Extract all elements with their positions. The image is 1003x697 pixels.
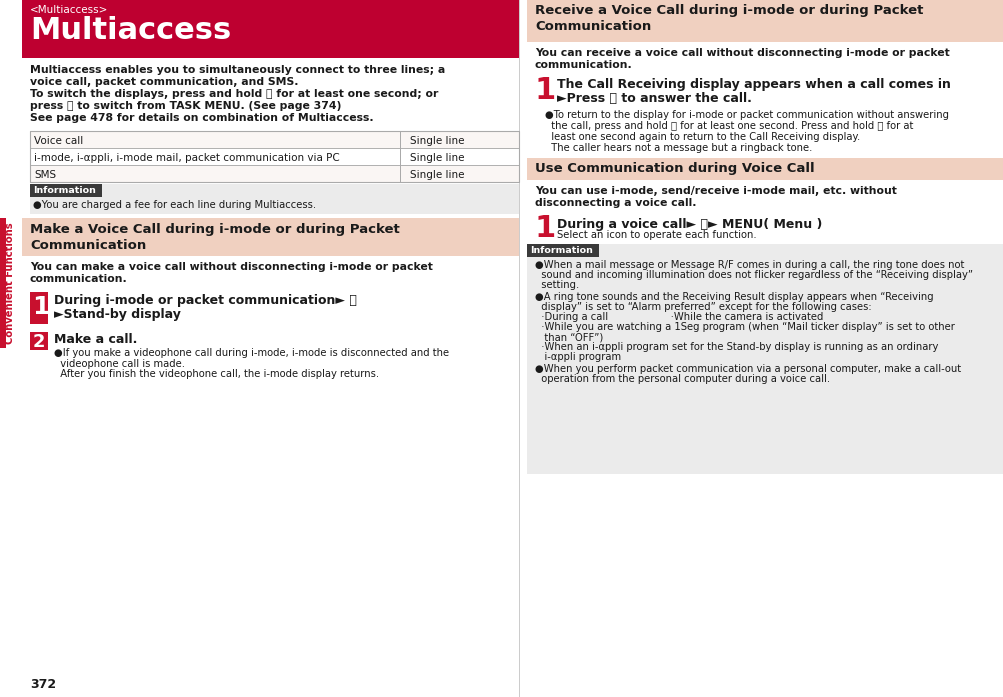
- Bar: [527, 244, 1003, 474]
- Text: least one second again to return to the Call Receiving display.: least one second again to return to the …: [545, 132, 860, 142]
- Text: During i-mode or packet communication► ⓧ: During i-mode or packet communication► ⓧ: [54, 294, 356, 307]
- Text: Select an icon to operate each function.: Select an icon to operate each function.: [557, 230, 756, 240]
- Text: Receive a Voice Call during i-mode or during Packet
Communication: Receive a Voice Call during i-mode or du…: [535, 4, 923, 33]
- Text: ●A ring tone sounds and the Receiving Result display appears when “Receiving: ●A ring tone sounds and the Receiving Re…: [535, 292, 933, 302]
- Text: ►Press ⓦ to answer the call.: ►Press ⓦ to answer the call.: [557, 92, 751, 105]
- Text: Single line: Single line: [409, 153, 464, 163]
- Bar: [527, 0, 1003, 42]
- Bar: [30, 131, 519, 182]
- Bar: [30, 184, 102, 197]
- Text: 1: 1: [535, 76, 556, 105]
- Text: To switch the displays, press and hold ⓧ for at least one second; or: To switch the displays, press and hold ⓧ…: [30, 89, 438, 99]
- Text: ►Stand-by display: ►Stand-by display: [54, 308, 181, 321]
- Text: press ⓧ to switch from TASK MENU. (See page 374): press ⓧ to switch from TASK MENU. (See p…: [30, 101, 341, 111]
- Text: 1: 1: [32, 295, 49, 319]
- Text: Convenient Functions: Convenient Functions: [5, 222, 15, 344]
- Text: You can use i-mode, send/receive i-mode mail, etc. without: You can use i-mode, send/receive i-mode …: [535, 186, 896, 196]
- Bar: [30, 131, 519, 148]
- Bar: [30, 148, 519, 165]
- Text: You can make a voice call without disconnecting i-mode or packet
communication.: You can make a voice call without discon…: [30, 262, 432, 284]
- Text: SMS: SMS: [34, 170, 56, 180]
- Text: <Multiaccess>: <Multiaccess>: [30, 5, 108, 15]
- Bar: [527, 244, 599, 257]
- Text: During a voice call► ⓧ► MENU( Menu ): During a voice call► ⓧ► MENU( Menu ): [557, 218, 821, 231]
- Text: 372: 372: [30, 678, 56, 691]
- Text: Use Communication during Voice Call: Use Communication during Voice Call: [535, 162, 813, 175]
- Text: Single line: Single line: [409, 170, 464, 180]
- Text: ●When a mail message or Message R/F comes in during a call, the ring tone does n: ●When a mail message or Message R/F come…: [535, 260, 964, 270]
- Text: ●If you make a videophone call during i-mode, i-mode is disconnected and the: ●If you make a videophone call during i-…: [54, 348, 448, 358]
- Bar: [30, 165, 519, 182]
- Text: voice call, packet communication, and SMS.: voice call, packet communication, and SM…: [30, 77, 298, 87]
- Text: The Call Receiving display appears when a call comes in: The Call Receiving display appears when …: [557, 78, 950, 91]
- Text: Multiaccess: Multiaccess: [30, 16, 231, 45]
- Text: i-mode, i-αppli, i-mode mail, packet communication via PC: i-mode, i-αppli, i-mode mail, packet com…: [34, 153, 339, 163]
- Bar: [22, 218, 519, 256]
- Text: Voice call: Voice call: [34, 136, 83, 146]
- Text: ·During a call                    ·While the camera is activated: ·During a call ·While the camera is acti…: [535, 312, 822, 322]
- Bar: [0, 218, 6, 348]
- Text: display” is set to “Alarm preferred” except for the following cases:: display” is set to “Alarm preferred” exc…: [535, 302, 871, 312]
- Text: the call, press and hold ⓧ for at least one second. Press and hold ⓧ for at: the call, press and hold ⓧ for at least …: [545, 121, 913, 131]
- Text: After you finish the videophone call, the i-mode display returns.: After you finish the videophone call, th…: [54, 369, 379, 379]
- Text: Make a Voice Call during i-mode or during Packet
Communication: Make a Voice Call during i-mode or durin…: [30, 223, 399, 252]
- Text: Make a call.: Make a call.: [54, 333, 137, 346]
- Text: i-αppli program: i-αppli program: [535, 352, 621, 362]
- Text: videophone call is made.: videophone call is made.: [54, 359, 185, 369]
- Text: You can receive a voice call without disconnecting i-mode or packet: You can receive a voice call without dis…: [535, 48, 949, 58]
- Bar: [30, 332, 48, 350]
- Text: See page 478 for details on combination of Multiaccess.: See page 478 for details on combination …: [30, 113, 373, 123]
- Text: Multiaccess enables you to simultaneously connect to three lines; a: Multiaccess enables you to simultaneousl…: [30, 65, 444, 75]
- Text: ●To return to the display for i-mode or packet communication without answering: ●To return to the display for i-mode or …: [545, 110, 948, 120]
- Text: ●When you perform packet communication via a personal computer, make a call-out: ●When you perform packet communication v…: [535, 364, 960, 374]
- Text: Information: Information: [530, 246, 593, 255]
- Bar: [30, 292, 48, 324]
- Text: The caller hears not a message but a ringback tone.: The caller hears not a message but a rin…: [545, 143, 811, 153]
- Text: disconnecting a voice call.: disconnecting a voice call.: [535, 198, 696, 208]
- Text: Information: Information: [33, 186, 95, 195]
- Text: ●You are charged a fee for each line during Multiaccess.: ●You are charged a fee for each line dur…: [33, 200, 316, 210]
- Text: ·When an i-αppli program set for the Stand-by display is running as an ordinary: ·When an i-αppli program set for the Sta…: [535, 342, 938, 352]
- Text: 1: 1: [535, 214, 556, 243]
- Bar: [30, 184, 519, 214]
- Text: than “OFF”): than “OFF”): [535, 332, 603, 342]
- Text: sound and incoming illumination does not flicker regardless of the “Receiving di: sound and incoming illumination does not…: [535, 270, 972, 280]
- Text: operation from the personal computer during a voice call.: operation from the personal computer dur…: [535, 374, 829, 384]
- Text: ·While you are watching a 1Seg program (when “Mail ticker display” is set to oth: ·While you are watching a 1Seg program (…: [535, 322, 954, 332]
- Text: communication.: communication.: [535, 60, 632, 70]
- Text: setting.: setting.: [535, 280, 579, 290]
- Bar: [22, 0, 519, 58]
- Text: Single line: Single line: [409, 136, 464, 146]
- Bar: [527, 158, 1003, 180]
- Text: 2: 2: [33, 333, 45, 351]
